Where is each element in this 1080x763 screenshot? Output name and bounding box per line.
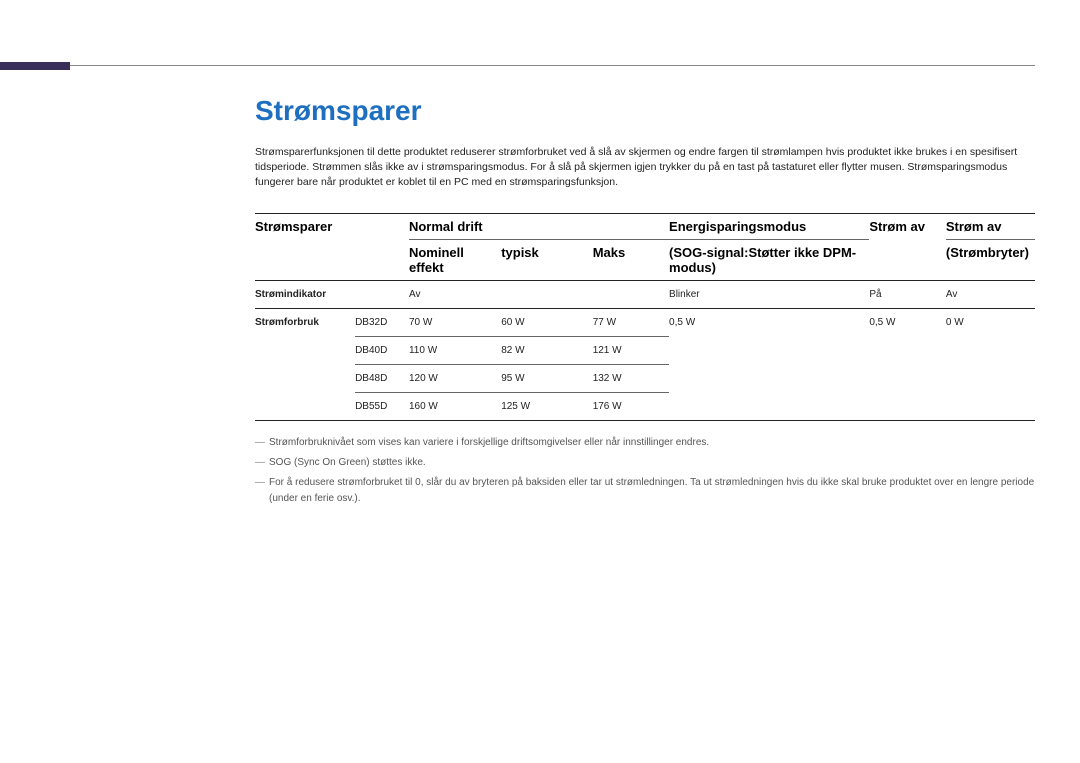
- header-accent-bar: [0, 62, 70, 70]
- spec-table: Strømsparer Normal drift Energisparingsm…: [255, 213, 1035, 421]
- row-indicator: Strømindikator Av Blinker På Av: [255, 280, 1035, 308]
- cell-typical: 82 W: [501, 336, 593, 364]
- table-row: Strømforbruk DB32D 70 W 60 W 77 W 0,5 W …: [255, 308, 1035, 336]
- cell-off2: 0 W: [946, 308, 1035, 420]
- cell-model: DB32D: [355, 308, 409, 336]
- th-energisparing: Energisparingsmodus: [669, 213, 869, 239]
- cell-max: 132 W: [593, 364, 669, 392]
- cell-nominal: 160 W: [409, 392, 501, 420]
- th-sog: (SOG-signal:Støtter ikke DPM-modus): [669, 239, 869, 280]
- th-nominell: Nominell effekt: [409, 239, 501, 280]
- page-content: Strømsparer Strømsparerfunksjonen til de…: [255, 95, 1035, 511]
- cell-consumption-label: Strømforbruk: [255, 308, 355, 420]
- cell-max: 121 W: [593, 336, 669, 364]
- footnote: For å redusere strømforbruket til 0, slå…: [255, 475, 1035, 507]
- th-strom-av-1: Strøm av: [869, 213, 946, 239]
- cell-nominal: 110 W: [409, 336, 501, 364]
- page-title: Strømsparer: [255, 95, 1035, 127]
- cell-typical: 125 W: [501, 392, 593, 420]
- cell-off1: 0,5 W: [869, 308, 946, 420]
- cell-model: DB40D: [355, 336, 409, 364]
- cell-indicator-off2: Av: [946, 280, 1035, 308]
- header-rule: [70, 65, 1035, 66]
- footnote: Strømforbruknivået som vises kan variere…: [255, 435, 1035, 451]
- intro-paragraph: Strømsparerfunksjonen til dette produkte…: [255, 145, 1035, 191]
- cell-indicator-energy: Blinker: [669, 280, 869, 308]
- cell-typical: 60 W: [501, 308, 593, 336]
- footnote: SOG (Sync On Green) støttes ikke.: [255, 455, 1035, 471]
- cell-indicator-normal: Av: [409, 280, 669, 308]
- cell-max: 176 W: [593, 392, 669, 420]
- cell-indicator-label: Strømindikator: [255, 280, 409, 308]
- cell-indicator-off1: På: [869, 280, 946, 308]
- th-typisk: typisk: [501, 239, 593, 280]
- cell-energy: 0,5 W: [669, 308, 869, 420]
- th-maks: Maks: [593, 239, 669, 280]
- th-stromsparer: Strømsparer: [255, 213, 409, 239]
- th-normal-drift: Normal drift: [409, 213, 669, 239]
- th-strom-av-2: Strøm av: [946, 213, 1035, 239]
- cell-model: DB48D: [355, 364, 409, 392]
- cell-model: DB55D: [355, 392, 409, 420]
- cell-max: 77 W: [593, 308, 669, 336]
- footnotes: Strømforbruknivået som vises kan variere…: [255, 435, 1035, 507]
- cell-nominal: 70 W: [409, 308, 501, 336]
- cell-nominal: 120 W: [409, 364, 501, 392]
- cell-typical: 95 W: [501, 364, 593, 392]
- th-strombryter: (Strømbryter): [946, 239, 1035, 280]
